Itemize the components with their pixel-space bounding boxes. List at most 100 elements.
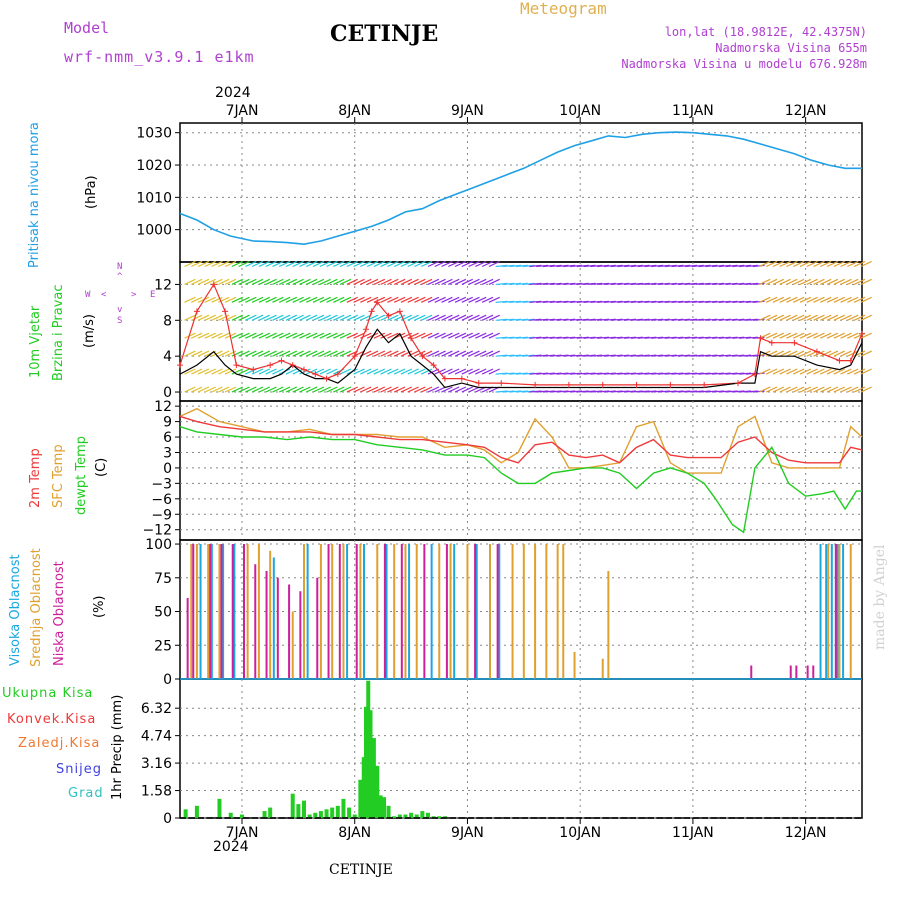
wind-barb [251, 278, 264, 285]
wind-barb [184, 350, 196, 357]
wind-barb [387, 368, 399, 375]
wind-barb [502, 318, 515, 321]
wind-barb [272, 386, 284, 393]
wind-barb [427, 296, 440, 303]
wind-barb [224, 368, 237, 375]
wind-barb [454, 350, 467, 357]
pressure-ylabel-name: Pritisak na nivou mora [27, 122, 42, 268]
wind-barb [840, 278, 852, 285]
wind-barb [407, 314, 419, 321]
wind-barb [826, 278, 839, 285]
wind-barb [265, 278, 277, 285]
wind-barb [569, 264, 583, 268]
wind-barb [664, 264, 677, 268]
wind-barb [272, 296, 284, 303]
wind-barb [806, 260, 818, 268]
precip-bar [324, 809, 329, 818]
wind-barb [448, 332, 460, 339]
wind-barb [454, 314, 467, 321]
wind-gust-point [757, 335, 764, 342]
wind-barb [617, 264, 630, 268]
wind-barb [860, 386, 872, 393]
wind-barb [393, 368, 406, 375]
temp-label-t2m: 2m Temp [28, 448, 43, 508]
wind-barb [231, 296, 243, 303]
precip-bar [392, 816, 397, 818]
y-tick-label: 25 [154, 638, 172, 654]
x-tick-label-top: 12JAN [785, 103, 827, 119]
wind-barb [488, 260, 500, 268]
wind-barb [488, 296, 500, 303]
wind-barb [238, 314, 250, 321]
wind-barb [312, 296, 325, 303]
precip-bar [420, 811, 425, 818]
wind-barb [387, 386, 399, 393]
wind-barb [211, 368, 223, 375]
wind-barb [495, 264, 508, 268]
wind-barb [387, 332, 399, 339]
compass-right-arrow: > [131, 290, 137, 300]
wind-barb [339, 332, 352, 339]
wind-barb [285, 314, 298, 321]
wind-barb [840, 296, 852, 303]
wind-barb [448, 368, 460, 375]
wind-barb [353, 314, 365, 321]
year-bottom: 2024 [213, 839, 249, 855]
wind-barb [542, 264, 555, 268]
wind-barb [414, 278, 426, 285]
x-tick-label-bottom: 7JAN [226, 825, 259, 841]
wind-barb [786, 368, 798, 375]
wind-barb [556, 318, 569, 321]
wind-gust-point [836, 357, 843, 364]
wind-barb [333, 314, 345, 321]
wind-barb [441, 278, 453, 285]
wind-barb [813, 350, 825, 357]
wind-barb [522, 264, 535, 268]
wind-barb [759, 368, 771, 375]
x-tick-label-top: 7JAN [226, 103, 259, 119]
panel-frame [179, 678, 863, 819]
wind-barb [339, 350, 352, 357]
wind-barb [191, 386, 203, 393]
wind-barb [691, 264, 704, 268]
wind-barb [569, 318, 583, 321]
wind-barb [657, 318, 670, 321]
wind-barb [353, 260, 365, 268]
wind-gust-point [532, 381, 539, 388]
wind-barb [481, 350, 494, 357]
wind-barb [218, 314, 230, 321]
wind-barb [434, 386, 446, 393]
wind-barb [414, 332, 426, 339]
precip-bar [341, 798, 346, 818]
wind-barb [549, 264, 562, 268]
wind-barb [820, 278, 832, 285]
wind-barb [772, 386, 785, 393]
wind-barb [224, 386, 237, 393]
wind-barb [624, 264, 637, 268]
precip-bar [437, 816, 442, 818]
wind-barb [475, 350, 487, 357]
wind-barb [691, 318, 704, 321]
wind-barb [326, 314, 338, 321]
wind-barb [299, 386, 311, 393]
wind-barb [238, 332, 250, 339]
wind-barb [231, 368, 243, 375]
wind-barb [542, 354, 555, 357]
wind-barb [712, 318, 725, 321]
wind-barb [306, 332, 318, 339]
wind-barb [792, 314, 805, 321]
wind-gust-point [351, 353, 358, 360]
precip-bar [194, 805, 199, 818]
wind-barb [488, 350, 500, 357]
wind-gust-point [475, 380, 482, 387]
wind-barb [502, 264, 515, 268]
chart-ticks: 100010101020103004812129630−3−6−9−120255… [136, 103, 826, 841]
wind-barb [597, 264, 610, 268]
wind-barb [373, 368, 386, 375]
precip-bar [240, 814, 244, 818]
wind-barb [813, 368, 825, 375]
wind-barb [380, 386, 392, 393]
wind-barb [285, 278, 298, 285]
wind-barb [806, 314, 818, 321]
wind-barb [420, 386, 433, 393]
